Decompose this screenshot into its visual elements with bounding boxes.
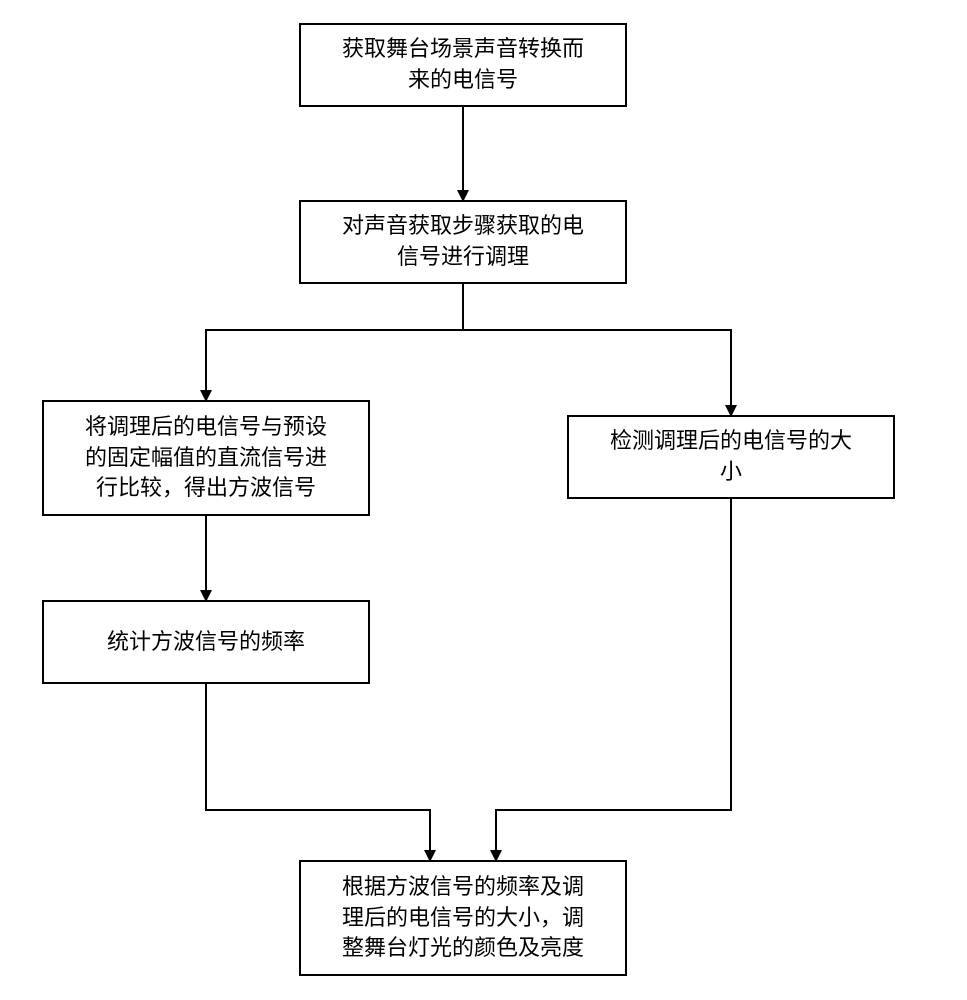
flow-node-compare-dc: 将调理后的电信号与预设的固定幅值的直流信号进行比较，得出方波信号 (42, 400, 370, 516)
flow-edge (206, 284, 463, 400)
flow-node-condition-signal: 对声音获取步骤获取的电信号进行调理 (299, 200, 627, 284)
flow-edge (496, 499, 731, 860)
flow-edge (463, 284, 731, 415)
flow-node-adjust-lighting: 根据方波信号的频率及调理后的电信号的大小，调整舞台灯光的颜色及亮度 (299, 860, 627, 976)
flow-node-acquire-signal: 获取舞台场景声音转换而来的电信号 (299, 23, 627, 107)
flow-edge (206, 684, 430, 860)
flow-node-count-frequency: 统计方波信号的频率 (42, 600, 370, 684)
flow-node-detect-magnitude: 检测调理后的电信号的大小 (567, 415, 895, 499)
